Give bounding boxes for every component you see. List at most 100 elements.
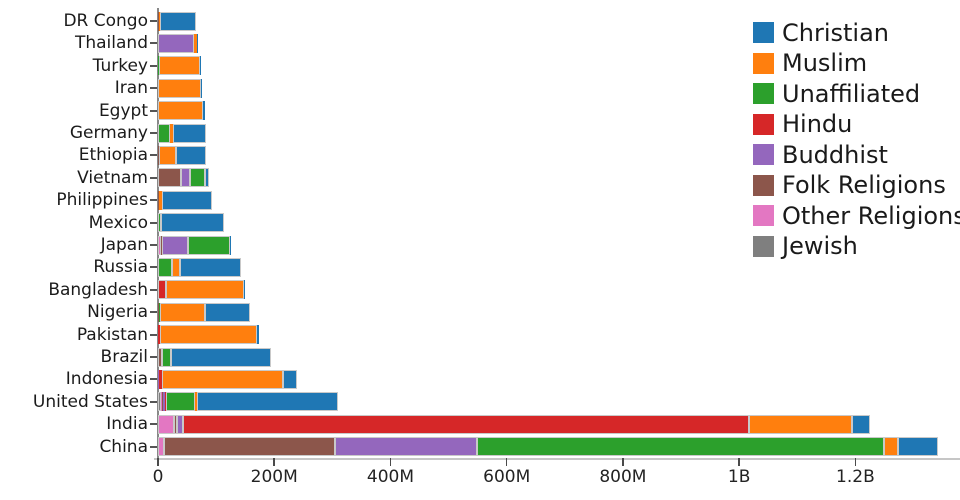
bar-segment-muslim [159, 145, 176, 165]
bar-row: United States [0, 391, 960, 413]
bar-segment-folk-religions [174, 414, 178, 434]
bar-segment-buddhist [181, 168, 190, 188]
bar-segment-muslim [884, 437, 899, 457]
legend-swatch [753, 113, 774, 135]
y-tick-mark [150, 87, 157, 90]
bar-row: Brazil [0, 346, 960, 368]
stacked-bar [158, 11, 197, 31]
legend-swatch [753, 174, 774, 196]
bar-segment-folk-religions [163, 437, 335, 457]
stacked-bar [158, 168, 209, 188]
legend-item-jewish: Jewish [753, 232, 960, 260]
bar-row: India [0, 413, 960, 435]
y-tick-mark [150, 244, 157, 246]
bar-segment-christian [851, 414, 870, 434]
bar-segment-muslim [159, 11, 160, 31]
y-tick-mark [150, 333, 157, 336]
bar-segment-unaffiliated [158, 213, 162, 233]
legend-label: Jewish [782, 232, 858, 260]
legend-label: Muslim [782, 49, 868, 77]
stacked-bar [158, 101, 206, 121]
country-label: India [106, 414, 148, 435]
bar-segment-christian [159, 11, 197, 31]
bar-segment-hindu [159, 369, 162, 389]
bar-segment-unaffiliated [188, 235, 231, 255]
x-tick-label: 200M [250, 467, 298, 487]
bar-row: Bangladesh [0, 279, 960, 301]
x-tick-label: 600M [483, 467, 531, 487]
bar-row: Philippines [0, 189, 960, 211]
country-label: Germany [69, 123, 148, 143]
bar-segment-christian [161, 190, 213, 210]
stacked-bar [158, 437, 939, 457]
bar-segment-muslim [158, 190, 162, 210]
y-tick-mark [150, 176, 157, 179]
bar-segment-christian [257, 325, 259, 345]
stacked-bar [158, 145, 207, 165]
bar-row: Japan [0, 234, 960, 256]
bar-segment-folk-religions [158, 168, 182, 188]
country-label: United States [32, 391, 148, 412]
bar-segment-other-religions [158, 235, 162, 255]
bar-segment-other-religions [158, 414, 175, 434]
bar-segment-christian [898, 437, 939, 457]
bar-segment-unaffiliated [158, 56, 159, 76]
x-tick-label: 1B [727, 467, 751, 487]
legend-item-folk-religions: Folk Religions [753, 171, 960, 199]
stacked-bar [158, 190, 213, 210]
bar-segment-christian [172, 123, 206, 143]
bar-segment-folk-religions [158, 190, 159, 210]
legend-label: Buddhist [782, 140, 888, 169]
bar-row: DR Congo [0, 10, 960, 32]
country-label: Turkey [92, 55, 148, 76]
bar-segment-unaffiliated [189, 168, 205, 188]
legend-item-unaffiliated: Unaffiliated [753, 80, 960, 108]
bar-row: Mexico [0, 212, 960, 234]
legend-item-other-religions: Other Religions [753, 202, 960, 230]
bar-row: Nigeria [0, 301, 960, 323]
stacked-bar [158, 392, 339, 412]
bar-segment-christian [202, 101, 206, 121]
legend-item-hindu: Hindu [753, 110, 960, 138]
y-tick-mark [150, 311, 157, 314]
bar-segment-other-religions [161, 392, 163, 412]
x-tick-mark [738, 458, 740, 466]
bar-segment-buddhist [158, 33, 195, 53]
stacked-bar [158, 280, 245, 300]
bar-segment-unaffiliated [158, 123, 171, 143]
country-label: DR Congo [63, 11, 148, 31]
stacked-bar [158, 369, 298, 389]
stacked-bar [158, 213, 224, 233]
country-label: Vietnam [77, 167, 148, 188]
bar-row: Turkey [0, 55, 960, 77]
country-label: Ethiopia [78, 145, 148, 166]
x-tick-label: 800M [599, 467, 647, 487]
bar-segment-unaffiliated [748, 414, 750, 434]
legend-label: Unaffiliated [782, 79, 921, 108]
bar-segment-christian [197, 392, 339, 412]
bar-segment-muslim [171, 257, 181, 277]
bar-row: China [0, 436, 960, 458]
bar-segment-buddhist [161, 235, 189, 255]
bar-segment-christian [161, 213, 224, 233]
stacked-bar [158, 78, 201, 98]
y-tick-mark [150, 221, 157, 224]
bar-segment-christian [283, 369, 298, 389]
legend-swatch [753, 22, 774, 43]
stacked-bar [158, 347, 272, 367]
legend-item-buddhist: Buddhist [753, 141, 960, 169]
bar-row: Germany [0, 122, 960, 144]
legend-label: Other Religions [782, 201, 960, 230]
y-tick-mark [150, 20, 157, 22]
legend: Christian Muslim Unaffiliated Hindu Buddhist… [753, 19, 960, 266]
bar-segment-muslim [158, 56, 200, 76]
stacked-bar [158, 56, 201, 76]
x-tick-mark [273, 458, 275, 466]
x-tick-label: 400M [366, 467, 415, 487]
y-tick-mark [150, 42, 157, 45]
bar-segment-muslim [160, 325, 258, 345]
bar-segment-hindu [158, 325, 161, 345]
y-tick-mark [150, 132, 157, 134]
country-label: Russia [93, 257, 148, 278]
